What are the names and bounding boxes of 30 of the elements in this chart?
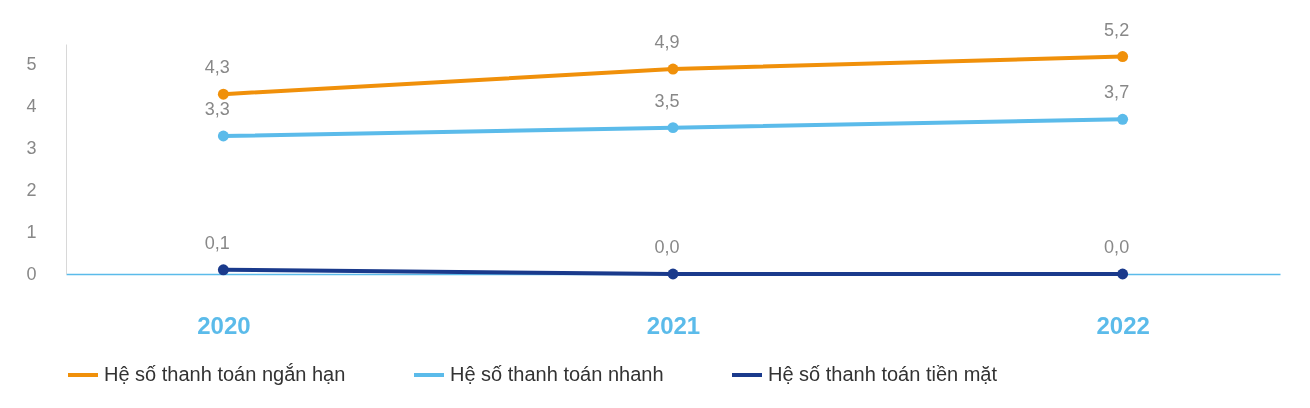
y-tick-label: 5	[26, 54, 37, 75]
data-label: 0,0	[654, 237, 680, 257]
point	[667, 268, 679, 280]
point	[667, 63, 679, 75]
x-tick-label: 2021	[646, 311, 701, 339]
data-label: 4,9	[654, 32, 680, 53]
y-tick-label: 1	[26, 221, 37, 242]
point	[1117, 268, 1129, 280]
legend-label: Hệ số thanh toán nhanh	[450, 363, 664, 385]
data-label: 0,1	[204, 232, 230, 253]
legend-label: Hệ số thanh toán tiền mặt	[768, 363, 998, 385]
y-tick-label: 3	[26, 138, 37, 159]
point	[1117, 51, 1129, 63]
point	[1117, 113, 1129, 125]
data-label: 5,2	[1104, 19, 1130, 40]
data-label: 3,3	[204, 99, 230, 119]
point	[217, 264, 229, 276]
x-tick-label: 2020	[197, 311, 251, 339]
point	[217, 130, 229, 142]
point	[667, 122, 679, 134]
legend-label: Hệ số thanh toán ngắn hạn	[104, 363, 346, 385]
y-tick-label: 0	[26, 263, 37, 284]
y-tick-label: 2	[26, 179, 37, 200]
data-label: 3,7	[1104, 82, 1130, 103]
point	[217, 88, 229, 100]
data-label: 4,3	[204, 57, 230, 78]
data-label: 0,0	[1104, 237, 1130, 257]
x-tick-label: 2022	[1096, 311, 1150, 339]
data-label: 3,5	[654, 90, 680, 111]
y-tick-label: 4	[26, 96, 37, 117]
